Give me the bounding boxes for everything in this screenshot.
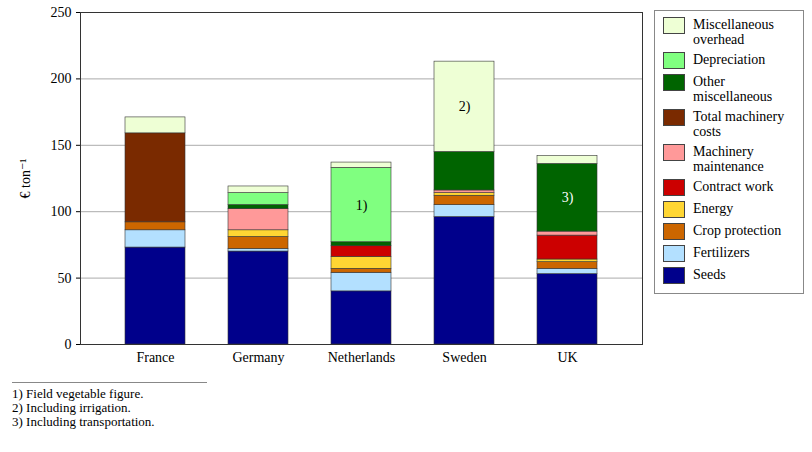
svg-text:France: France bbox=[136, 350, 174, 365]
svg-text:3): 3) bbox=[562, 190, 574, 206]
html-text:1) Field vegetable figure.: 1) Field vegetable figure. bbox=[12, 386, 144, 401]
html-text:Contract work: Contract work bbox=[693, 179, 774, 194]
svg-text:100: 100 bbox=[51, 204, 72, 219]
html-text:Depreciation: Depreciation bbox=[693, 52, 766, 67]
svg-text:Netherlands: Netherlands bbox=[328, 350, 396, 365]
svg-text:€ ton⁻¹: € ton⁻¹ bbox=[18, 159, 33, 199]
svg-text:2): 2) bbox=[459, 99, 471, 115]
svg-text:Sweden: Sweden bbox=[442, 350, 486, 365]
html-text:2) Including irrigation.: 2) Including irrigation. bbox=[12, 400, 131, 415]
svg-text:Germany: Germany bbox=[232, 350, 284, 365]
html-text:Seeds: Seeds bbox=[693, 267, 726, 282]
html-text:Energy: Energy bbox=[693, 201, 734, 216]
html-text:Fertilizers: Fertilizers bbox=[693, 245, 750, 260]
html-text:Miscellaneous overhead: Miscellaneous overhead bbox=[693, 17, 774, 47]
html-text:Crop protection: Crop protection bbox=[693, 223, 782, 238]
svg-text:50: 50 bbox=[58, 271, 72, 286]
svg-text:150: 150 bbox=[51, 138, 72, 153]
svg-text:UK: UK bbox=[557, 350, 577, 365]
svg-text:250: 250 bbox=[51, 5, 72, 20]
svg-text:1): 1) bbox=[356, 198, 368, 214]
svg-text:200: 200 bbox=[51, 71, 72, 86]
html-text:Other miscellaneous: Other miscellaneous bbox=[693, 74, 773, 104]
html-text:Machinery maintenance: Machinery maintenance bbox=[693, 144, 764, 174]
html-text:Total machinery costs: Total machinery costs bbox=[693, 109, 785, 139]
html-text:3) Including transportation.: 3) Including transportation. bbox=[12, 414, 155, 429]
svg-text:0: 0 bbox=[65, 337, 72, 352]
